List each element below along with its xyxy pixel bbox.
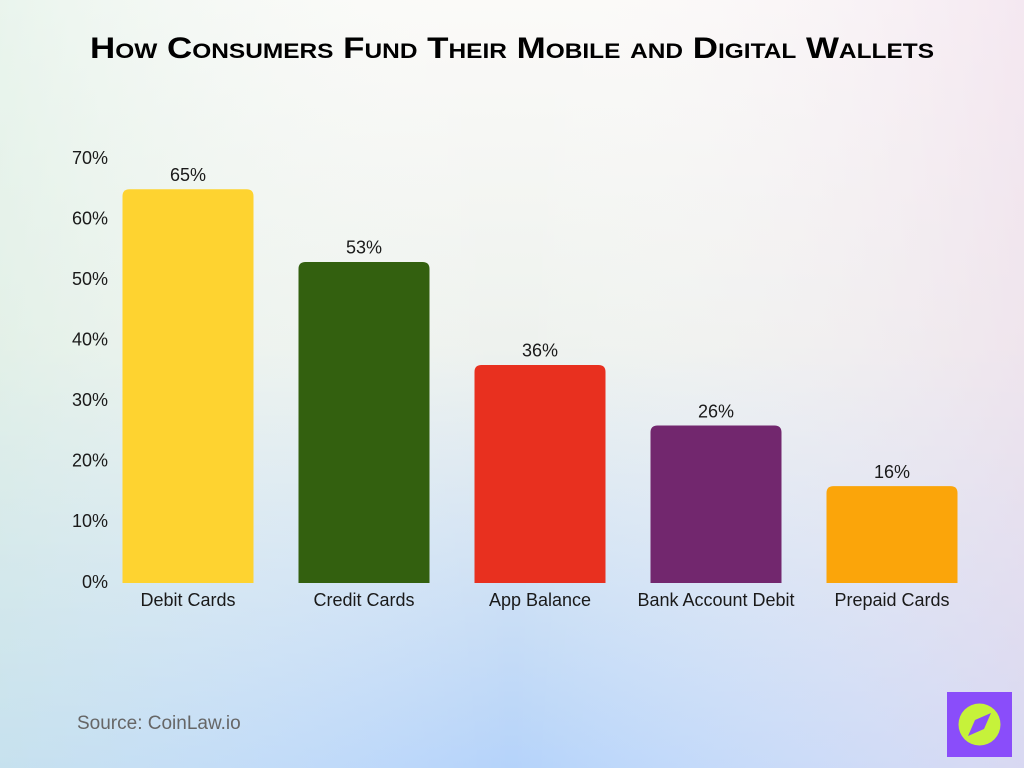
logo [947, 692, 1012, 757]
value-label: 36% [522, 341, 558, 361]
y-tick-label: 0% [82, 572, 108, 592]
y-tick-label: 10% [72, 511, 108, 531]
x-tick-label: Prepaid Cards [834, 590, 949, 610]
value-label: 65% [170, 165, 206, 185]
y-tick-label: 60% [72, 208, 108, 228]
value-label: 53% [346, 238, 382, 258]
chart-title: How Consumers Fund Their Mobile and Digi… [90, 32, 934, 65]
y-tick-label: 70% [72, 148, 108, 168]
x-tick-label: Debit Cards [140, 590, 235, 610]
y-tick-label: 20% [72, 451, 108, 471]
bar [298, 261, 430, 583]
value-label: 26% [698, 401, 734, 421]
value-label: 16% [874, 462, 910, 482]
bar [122, 189, 254, 584]
x-tick-label: Bank Account Debit [637, 590, 794, 610]
y-tick-label: 30% [72, 390, 108, 410]
source: Source: CoinLaw.io [77, 713, 241, 734]
x-tick-label: Credit Cards [313, 590, 414, 610]
bar [474, 364, 606, 583]
y-tick-label: 40% [72, 329, 108, 349]
y-tick-label: 50% [72, 269, 108, 289]
x-tick-label: App Balance [489, 590, 591, 610]
bar [650, 425, 782, 583]
bar [826, 486, 958, 583]
